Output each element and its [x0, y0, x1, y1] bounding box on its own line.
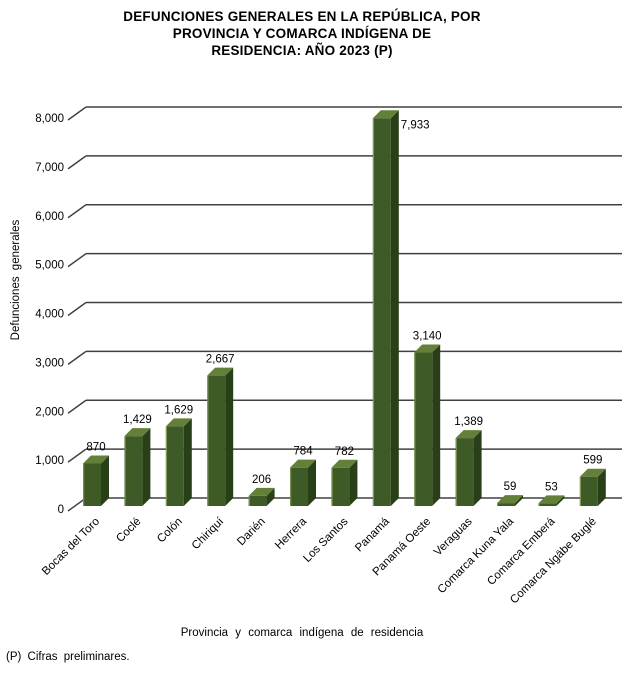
y-tick-label: 3,000	[35, 357, 64, 369]
bar-4	[248, 487, 275, 506]
chart-title: DEFUNCIONES GENERALES EN LA REPÚBLICA, P…	[0, 8, 604, 59]
bar-11	[538, 495, 565, 506]
gridline-8000: 8,000	[35, 106, 622, 125]
value-label-2: 1,629	[164, 404, 193, 416]
x-category-label-3: Chiriquí	[190, 515, 227, 552]
x-axis-title: Provincia y comarca indígena de residenc…	[180, 627, 424, 639]
y-tick-label: 0	[58, 504, 64, 516]
footnote: (P) Cifras preliminares.	[6, 651, 130, 663]
value-label-8: 3,140	[413, 331, 442, 343]
gridline-6000: 6,000	[35, 203, 622, 223]
x-category-label-9: Veraguas	[432, 515, 475, 558]
x-category-label-5: Herrera	[273, 515, 309, 551]
chart-title-line-2: PROVINCIA Y COMARCA INDÍGENA DE	[172, 26, 432, 41]
x-category-label-0: Bocas del Toro	[40, 516, 102, 578]
y-tick-label: 7,000	[35, 162, 64, 174]
gridline-5000: 5,000	[35, 252, 622, 272]
bar-8	[414, 344, 441, 506]
x-category-label-12: Comarca Ngäbe Buglé	[508, 516, 599, 607]
chart-title-line-1: DEFUNCIONES GENERALES EN LA REPÚBLICA, P…	[123, 9, 481, 24]
bar-3	[207, 367, 234, 506]
value-label-10: 59	[504, 481, 517, 493]
y-tick-label: 4,000	[35, 309, 64, 321]
bar-0	[83, 455, 109, 506]
value-label-4: 206	[252, 474, 271, 486]
bar-1	[124, 428, 151, 506]
x-category-label-6: Los Santos	[301, 515, 350, 564]
bar-5	[290, 459, 316, 506]
value-label-7: 7,933	[401, 119, 430, 131]
gridline-4000: 4,000	[35, 301, 622, 321]
y-tick-label: 1,000	[35, 455, 64, 467]
y-axis-title: Defunciones generales	[10, 219, 22, 341]
gridline-2000: 2,000	[35, 399, 622, 418]
value-label-11: 53	[545, 481, 558, 493]
value-label-12: 599	[583, 455, 602, 467]
y-tick-label: 8,000	[35, 113, 64, 125]
x-category-label-10: Comarca Kuna Yala	[436, 515, 517, 596]
value-label-9: 1,389	[454, 416, 483, 428]
chart-title-line-3: RESIDENCIA: AÑO 2023 (P)	[211, 43, 393, 58]
x-category-label-7: Panamá	[353, 515, 392, 554]
bar-12	[579, 468, 606, 506]
y-tick-label: 2,000	[35, 406, 64, 418]
x-category-label-4: Darién	[235, 516, 267, 548]
gridline-1000: 1,000	[35, 448, 622, 467]
value-label-3: 2,667	[206, 354, 235, 366]
y-tick-label: 6,000	[35, 211, 64, 223]
x-category-label-1: Coclé	[114, 516, 143, 545]
y-tick-label: 5,000	[35, 260, 64, 272]
value-label-6: 782	[335, 446, 354, 458]
gridline-3000: 3,000	[35, 350, 622, 369]
value-label-1: 1,429	[123, 414, 152, 426]
bar-6	[331, 459, 358, 506]
bar-10	[497, 495, 523, 506]
bar-9	[455, 430, 482, 506]
value-label-0: 870	[86, 441, 105, 453]
bar-7	[372, 110, 399, 506]
gridline-7000: 7,000	[35, 155, 622, 174]
value-label-5: 784	[293, 446, 313, 458]
bar-2	[165, 418, 192, 506]
x-category-label-2: Colón	[155, 516, 185, 546]
